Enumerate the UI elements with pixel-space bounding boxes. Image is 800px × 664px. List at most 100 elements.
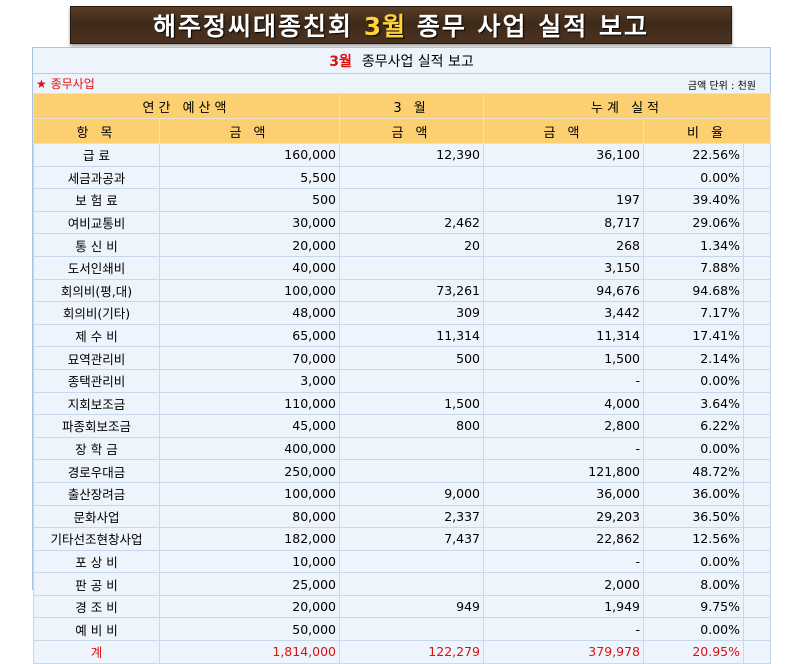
- ratio-cell: 0.00%: [643, 165, 744, 190]
- ratio-cell: 8.00%: [643, 572, 744, 596]
- budget-cell: 100,000: [159, 481, 340, 506]
- month-cell: 500: [339, 346, 484, 370]
- ratio-cell: 0.00%: [643, 549, 744, 574]
- cumulative-cell: 1,500: [483, 346, 644, 370]
- month-cell: [339, 572, 484, 596]
- header-amount-cumulative: 금 액: [483, 118, 644, 144]
- cumulative-cell: 2,000: [483, 572, 644, 596]
- month-cell: 9,000: [339, 481, 484, 506]
- budget-cell: 20,000: [159, 594, 340, 619]
- table-row: 출산장려금 100,000 9,000 36,000 36.00%: [33, 481, 772, 506]
- spacer-cell: [742, 210, 772, 235]
- cumulative-cell: 4,000: [483, 391, 644, 416]
- budget-cell: 45,000: [159, 414, 340, 438]
- table-row: 포 상 비 10,000 -0.00%: [33, 549, 772, 574]
- budget-cell: 160,000: [159, 143, 340, 167]
- table-body: 급 료 160,000 12,390 36,100 22.56% 세금과공과 5,500 0.…: [33, 143, 772, 664]
- item-cell: 통 신 비: [33, 233, 160, 257]
- month-cell: [339, 368, 484, 393]
- header-row-top: 연간 예산액 3 월 누계 실적: [33, 93, 772, 119]
- budget-cell: 250,000: [159, 459, 340, 483]
- month-cell: [339, 255, 484, 280]
- budget-cell: 30,000: [159, 210, 340, 235]
- spacer-cell: [742, 368, 772, 393]
- budget-cell: 65,000: [159, 323, 340, 348]
- cumulative-cell: -: [483, 617, 644, 642]
- cumulative-cell: 29,203: [483, 504, 644, 529]
- item-cell: 판 공 비: [33, 572, 160, 596]
- spacer-cell: [742, 143, 772, 167]
- spacer-cell: [742, 278, 772, 303]
- report-title-month: 3월: [329, 53, 352, 70]
- budget-cell: 40,000: [159, 255, 340, 280]
- spacer-cell: [742, 617, 772, 642]
- ratio-cell: 36.50%: [643, 504, 744, 529]
- budget-cell: 48,000: [159, 301, 340, 325]
- spacer-cell: [742, 414, 772, 438]
- item-cell: 계: [33, 640, 160, 664]
- item-cell: 세금과공과: [33, 165, 160, 190]
- ratio-cell: 1.34%: [643, 233, 744, 257]
- ratio-cell: 29.06%: [643, 210, 744, 235]
- month-cell: 20: [339, 233, 484, 257]
- table-row: 지회보조금 110,000 1,500 4,000 3.64%: [33, 391, 772, 416]
- results-table: 연간 예산액 3 월 누계 실적 항 목 금 액 금 액 금 액 비 율 급 료…: [33, 93, 772, 664]
- report-title: 3월 종무사업 실적 보고: [33, 48, 770, 74]
- item-cell: 장 학 금: [33, 436, 160, 461]
- item-cell: 예 비 비: [33, 617, 160, 642]
- table-row: 여비교통비 30,000 2,462 8,717 29.06%: [33, 210, 772, 235]
- total-row: 계 1,814,000 122,279 379,978 20.95%: [33, 640, 772, 664]
- table-row: 장 학 금 400,000 -0.00%: [33, 436, 772, 461]
- month-cell: 309: [339, 301, 484, 325]
- spacer-cell: [742, 640, 772, 664]
- item-cell: 제 수 비: [33, 323, 160, 348]
- budget-cell: 20,000: [159, 233, 340, 257]
- sub-header: ★ 종무사업 금액 단위 : 천원: [33, 73, 770, 93]
- ratio-cell: 12.56%: [643, 527, 744, 551]
- item-cell: 여비교통비: [33, 210, 160, 235]
- budget-cell: 182,000: [159, 527, 340, 551]
- spacer-cell: [742, 323, 772, 348]
- spacer-cell: [742, 255, 772, 280]
- spacer-cell: [742, 504, 772, 529]
- month-cell: 2,462: [339, 210, 484, 235]
- month-cell: 800: [339, 414, 484, 438]
- table-row: 파종회보조금 45,000 800 2,800 6.22%: [33, 414, 772, 438]
- cumulative-cell: 197: [483, 188, 644, 212]
- spacer-cell: [742, 301, 772, 325]
- table-row: 종택관리비 3,000 -0.00%: [33, 368, 772, 393]
- budget-cell: 70,000: [159, 346, 340, 370]
- month-cell: 2,337: [339, 504, 484, 529]
- ratio-cell: 94.68%: [643, 278, 744, 303]
- table-row: 회의비(평,대) 100,000 73,261 94,676 94.68%: [33, 278, 772, 303]
- item-cell: 회의비(기타): [33, 301, 160, 325]
- spacer-cell: [742, 549, 772, 574]
- month-cell: [339, 549, 484, 574]
- header-month: 3 월: [339, 93, 484, 119]
- cumulative-cell: 3,442: [483, 301, 644, 325]
- item-cell: 보 험 료: [33, 188, 160, 212]
- report-title-text: 종무사업 실적 보고: [361, 53, 474, 70]
- spacer-cell: [742, 165, 772, 190]
- cumulative-cell: 11,314: [483, 323, 644, 348]
- cumulative-cell: 3,150: [483, 255, 644, 280]
- spacer-cell: [742, 459, 772, 483]
- table-row: 도서인쇄비 40,000 3,150 7.88%: [33, 255, 772, 280]
- spacer-cell: [742, 346, 772, 370]
- spacer-cell: [742, 481, 772, 506]
- table-row: 경 조 비 20,000 949 1,949 9.75%: [33, 594, 772, 619]
- item-cell: 기타선조현창사업: [33, 527, 160, 551]
- ratio-cell: 0.00%: [643, 436, 744, 461]
- ratio-cell: 3.64%: [643, 391, 744, 416]
- item-cell: 지회보조금: [33, 391, 160, 416]
- ratio-cell: 7.17%: [643, 301, 744, 325]
- spacer-cell: [742, 233, 772, 257]
- budget-cell: 500: [159, 188, 340, 212]
- month-cell: 122,279: [339, 640, 484, 664]
- unit-label: 금액 단위 : 천원: [687, 81, 756, 92]
- budget-cell: 5,500: [159, 165, 340, 190]
- item-cell: 경 조 비: [33, 594, 160, 619]
- spacer-cell: [742, 188, 772, 212]
- ratio-cell: 39.40%: [643, 188, 744, 212]
- cumulative-cell: 94,676: [483, 278, 644, 303]
